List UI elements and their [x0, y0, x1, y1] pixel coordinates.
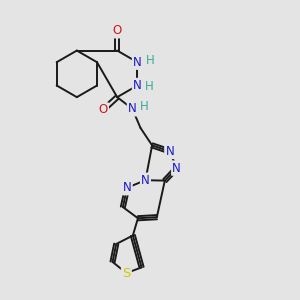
Text: S: S — [122, 267, 130, 280]
Text: N: N — [172, 162, 181, 175]
Text: N: N — [128, 102, 137, 115]
Text: H: H — [145, 80, 154, 94]
Text: N: N — [123, 181, 132, 194]
Text: N: N — [133, 79, 142, 92]
Text: H: H — [140, 100, 148, 113]
Text: H: H — [146, 54, 154, 67]
Text: N: N — [165, 145, 174, 158]
Text: O: O — [112, 24, 122, 37]
Text: N: N — [141, 174, 150, 187]
Text: O: O — [99, 103, 108, 116]
Text: N: N — [133, 56, 142, 69]
